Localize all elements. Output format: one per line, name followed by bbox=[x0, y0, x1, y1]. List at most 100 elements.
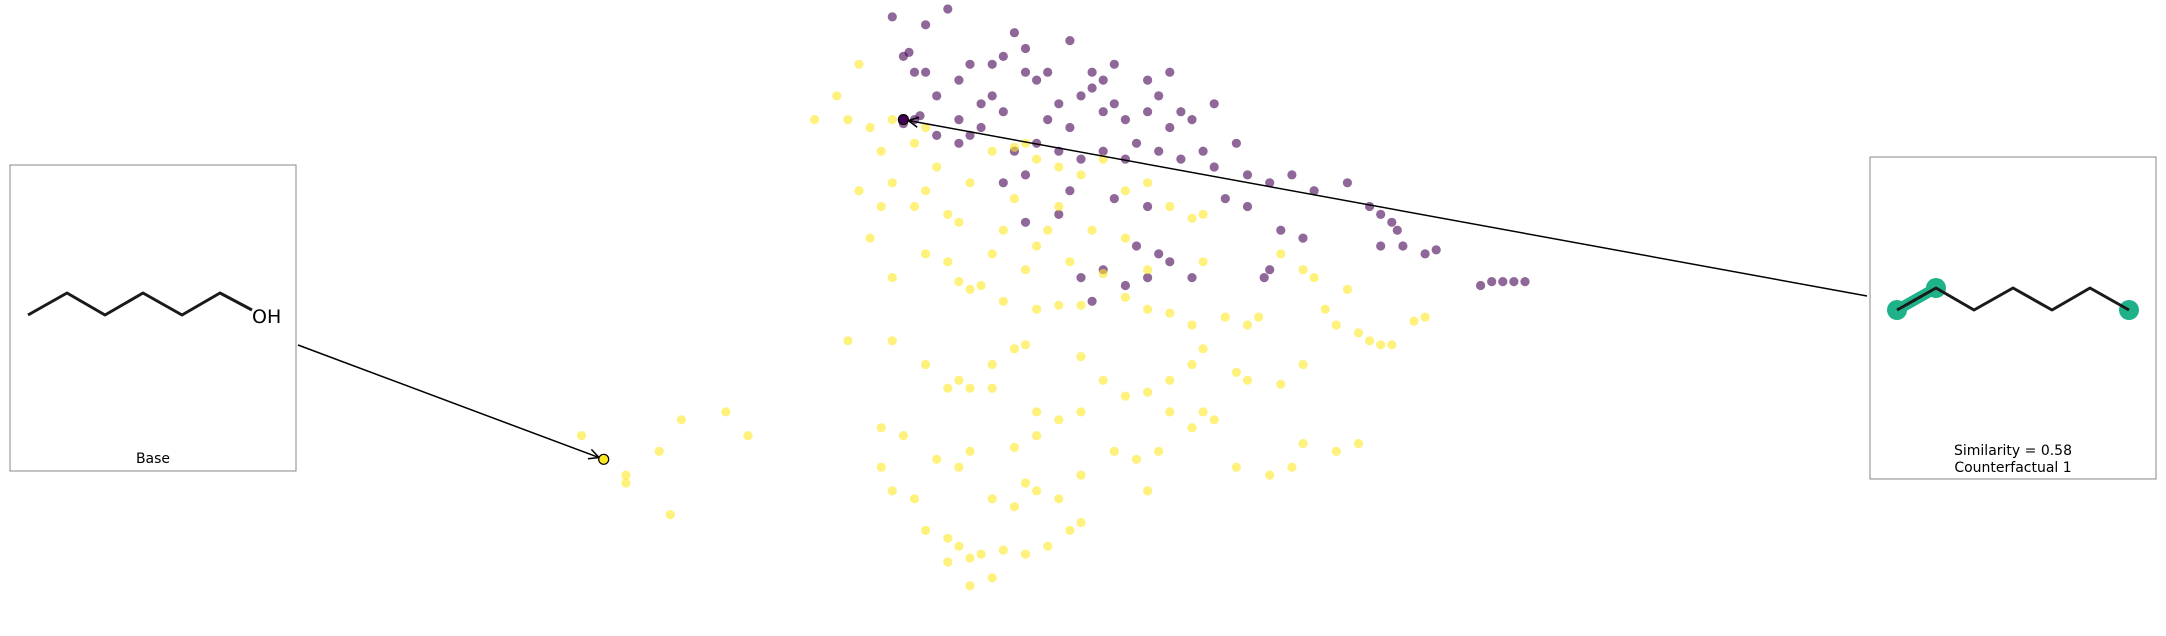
scatter-point bbox=[1209, 162, 1219, 172]
scatter-point bbox=[1054, 494, 1064, 504]
scatter-point bbox=[1476, 280, 1486, 291]
scatter-point bbox=[1265, 265, 1275, 275]
scatter-point bbox=[1109, 446, 1119, 456]
scatter-point bbox=[976, 122, 986, 133]
scatter-point bbox=[1143, 265, 1153, 275]
scatter-point bbox=[1054, 99, 1064, 109]
scatter-point bbox=[921, 186, 931, 196]
scatter-point bbox=[1009, 28, 1020, 38]
scatter-point bbox=[1020, 217, 1031, 227]
scatter-point bbox=[1109, 194, 1119, 204]
scatter-point bbox=[1498, 277, 1508, 287]
scatter-point bbox=[1187, 115, 1197, 125]
scatter-point bbox=[1387, 340, 1397, 350]
scatter-point bbox=[1131, 138, 1142, 148]
scatter-point bbox=[887, 12, 897, 22]
scatter-point bbox=[1020, 43, 1031, 54]
scatter-point bbox=[1143, 486, 1153, 496]
scatter-point bbox=[987, 146, 997, 156]
scatter-point bbox=[921, 249, 931, 259]
scatter-point bbox=[965, 284, 975, 294]
scatter-point bbox=[954, 541, 964, 551]
scatter-point bbox=[1009, 142, 1020, 152]
scatter-point bbox=[832, 91, 842, 101]
scatter-point bbox=[965, 383, 975, 393]
counterfactual-arrow-line bbox=[908, 119, 1868, 297]
scatter-point bbox=[1176, 154, 1186, 164]
scatter-point bbox=[1365, 336, 1375, 346]
scatter-point bbox=[1154, 249, 1164, 259]
scatter-point bbox=[921, 359, 931, 370]
scatter-point bbox=[1387, 217, 1397, 227]
scatter-point bbox=[921, 525, 931, 536]
scatter-point bbox=[1259, 273, 1269, 283]
scatter-point bbox=[1165, 407, 1175, 417]
scatter-point bbox=[1076, 407, 1086, 417]
scatter-point bbox=[965, 59, 975, 69]
scatter-point bbox=[1020, 478, 1031, 488]
scatter-point bbox=[1009, 344, 1020, 354]
scatter-point bbox=[1043, 67, 1053, 77]
scatter-point bbox=[1098, 146, 1108, 156]
scatter-point bbox=[987, 249, 997, 259]
scatter-point bbox=[965, 553, 975, 563]
scatter-point bbox=[1520, 277, 1530, 287]
scatter-point bbox=[843, 336, 853, 346]
scatter-point bbox=[887, 336, 897, 346]
base-panel: OH Base bbox=[9, 164, 297, 472]
scatter-point bbox=[1431, 245, 1441, 255]
scatter-point bbox=[576, 431, 587, 441]
scatter-point bbox=[1287, 462, 1297, 472]
scatter-point bbox=[1309, 273, 1319, 283]
scatter-point bbox=[998, 225, 1008, 235]
base-point bbox=[598, 453, 610, 465]
scatter-point bbox=[1365, 201, 1375, 212]
scatter-point bbox=[1120, 280, 1130, 291]
scatter-point bbox=[1120, 186, 1130, 196]
counterfactual-panel: Similarity = 0.58 Counterfactual 1 bbox=[1869, 156, 2157, 480]
scatter-point bbox=[1076, 170, 1086, 180]
scatter-point bbox=[987, 91, 997, 101]
scatter-point bbox=[1076, 273, 1086, 283]
scatter-point bbox=[943, 257, 953, 267]
scatter-point bbox=[887, 273, 897, 283]
scatter-point bbox=[1032, 75, 1042, 85]
scatter-point bbox=[887, 115, 897, 125]
scatter-point bbox=[1298, 359, 1308, 370]
scatter-point bbox=[1032, 407, 1042, 417]
scatter-point bbox=[1009, 442, 1020, 452]
scatter-point bbox=[1143, 75, 1153, 85]
base-panel-frame bbox=[9, 164, 297, 472]
scatter-point bbox=[1054, 209, 1064, 219]
scatter-point bbox=[1231, 367, 1241, 377]
scatter-point bbox=[1309, 186, 1319, 196]
scatter-point bbox=[1009, 194, 1020, 204]
scatter-point bbox=[1032, 154, 1042, 164]
scatter-point bbox=[1120, 233, 1130, 243]
scatter-point bbox=[998, 545, 1008, 555]
scatter-point bbox=[1187, 423, 1197, 433]
scatter-point bbox=[1165, 375, 1175, 385]
counterfactual-caption: Counterfactual 1 bbox=[1954, 460, 2071, 476]
scatter-point bbox=[1198, 257, 1208, 267]
scatter-point bbox=[909, 494, 920, 504]
base-arrow bbox=[297, 344, 601, 460]
scatter-point bbox=[932, 454, 942, 464]
scatter-point bbox=[1143, 387, 1153, 397]
scatter-point bbox=[1165, 67, 1175, 77]
scatter-point bbox=[1120, 391, 1130, 401]
scatter-point bbox=[721, 407, 731, 417]
scatter-point bbox=[1487, 277, 1497, 287]
scatter-point bbox=[1065, 122, 1075, 133]
scatter-point bbox=[1054, 201, 1064, 212]
counterfactual-point bbox=[897, 113, 910, 126]
scatter-point bbox=[1065, 257, 1075, 267]
scatter-point bbox=[1331, 446, 1341, 456]
scatter-point bbox=[1298, 438, 1308, 449]
scatter-point bbox=[1109, 99, 1119, 109]
scatter-point bbox=[1209, 99, 1219, 109]
scatter-point bbox=[1376, 340, 1386, 350]
scatter-point bbox=[1198, 209, 1208, 219]
scatter-point bbox=[932, 91, 942, 101]
scatter-point bbox=[976, 549, 986, 559]
